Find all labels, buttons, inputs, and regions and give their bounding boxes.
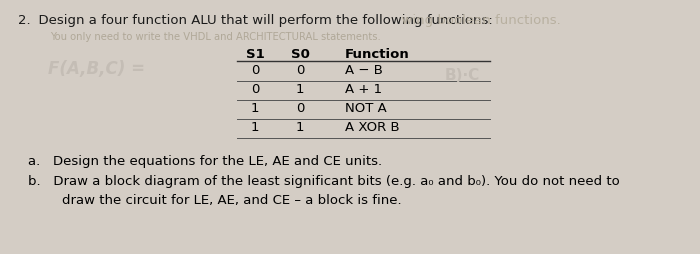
Text: a.   Design the equations for the LE, AE and CE units.: a. Design the equations for the LE, AE a… <box>28 154 382 167</box>
Text: 1: 1 <box>295 121 304 133</box>
Text: 0: 0 <box>296 102 304 115</box>
Text: S0: S0 <box>290 48 309 61</box>
Text: Function: Function <box>345 48 410 61</box>
Text: You only need to write the VHDL and ARCHITECTURAL statements.: You only need to write the VHDL and ARCH… <box>50 32 381 42</box>
Text: b.   Draw a block diagram of the least significant bits (e.g. a₀ and b₀). You do: b. Draw a block diagram of the least sig… <box>28 174 620 187</box>
Text: Design a four function ALU that will perform the following functions:: Design a four function ALU that will per… <box>30 14 493 27</box>
Text: 0: 0 <box>251 83 259 96</box>
Text: 1: 1 <box>251 102 259 115</box>
Text: NOT A: NOT A <box>345 102 386 115</box>
Text: 0: 0 <box>296 64 304 77</box>
Text: B)·C: B)·C <box>445 68 480 83</box>
Text: draw the circuit for LE, AE, and CE – a block is fine.: draw the circuit for LE, AE, and CE – a … <box>28 193 402 206</box>
Text: A + 1: A + 1 <box>345 83 382 96</box>
Text: wing boolean functions.: wing boolean functions. <box>393 14 561 27</box>
Text: 2.: 2. <box>18 14 31 27</box>
Text: 1: 1 <box>251 121 259 133</box>
Text: 0: 0 <box>251 64 259 77</box>
Text: A − B: A − B <box>345 64 383 77</box>
Text: F(A,B,C) =: F(A,B,C) = <box>48 60 145 78</box>
Text: S1: S1 <box>246 48 265 61</box>
Text: 1: 1 <box>295 83 304 96</box>
Text: A XOR B: A XOR B <box>345 121 400 133</box>
